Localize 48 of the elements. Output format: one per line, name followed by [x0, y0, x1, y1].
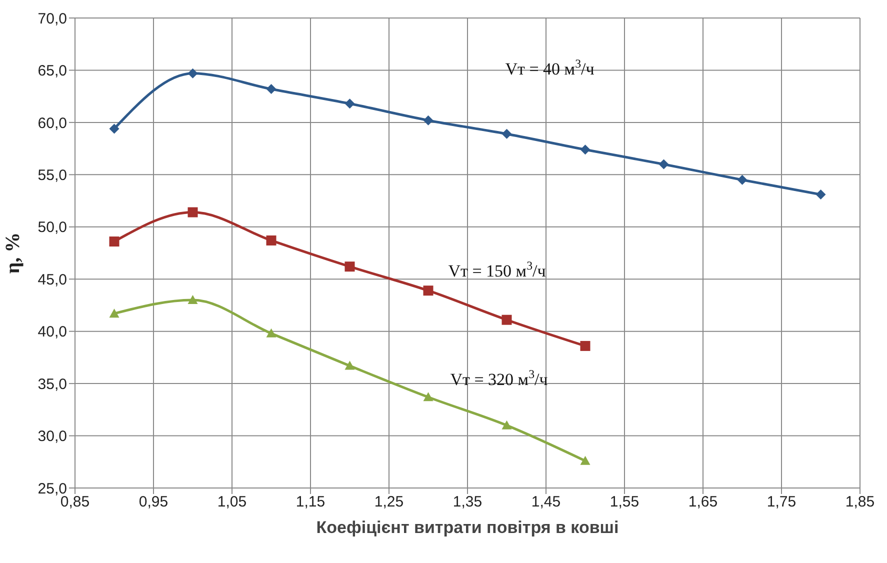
point [109, 236, 120, 247]
x-tick-label: 0,95 [138, 494, 168, 511]
point [266, 328, 276, 338]
y-tick-label: 45,0 [38, 271, 67, 288]
point [266, 84, 276, 94]
y-axis-title: η, % [2, 232, 24, 274]
point [188, 68, 198, 78]
point [344, 360, 355, 370]
x-tick-label: 1,65 [688, 494, 718, 511]
x-tick-label: 1,25 [374, 494, 404, 511]
x-tick-label: 1,45 [531, 494, 561, 511]
y-tick-label: 55,0 [38, 166, 67, 184]
y-tick-label: 40,0 [38, 324, 67, 341]
point [266, 235, 276, 246]
point [580, 456, 590, 465]
point [344, 262, 355, 272]
x-tick-label: 1,05 [217, 494, 247, 511]
series-label: Vт = 320 м$^{3}$/ч [450, 367, 548, 390]
point [502, 128, 512, 139]
x-tick-label: 1,35 [452, 494, 482, 511]
point [502, 314, 512, 325]
point [423, 392, 434, 402]
point [502, 420, 512, 430]
point [580, 340, 590, 351]
x-tick-label: 1,75 [766, 494, 796, 511]
point [188, 295, 198, 304]
series-label: Vт = 150 м$^{3}$/ч [448, 258, 546, 281]
x-tick-label: 1,55 [610, 494, 640, 511]
x-axis-title: Коефіцієнт витрати повітря в ковші [316, 518, 619, 537]
point [344, 98, 355, 109]
point [816, 190, 826, 200]
point [109, 124, 120, 134]
y-tick-label: 35,0 [38, 376, 67, 393]
y-tick-label: 70,0 [38, 10, 67, 28]
text: Vт = 40 м$^{3}$/ч [505, 56, 595, 79]
y-tick-label: 30,0 [38, 428, 67, 446]
point [423, 115, 434, 126]
point [580, 144, 590, 155]
y-tick-label: 60,0 [38, 114, 67, 132]
point [423, 286, 434, 296]
x-tick-label: 1,15 [296, 494, 326, 511]
y-tick-label: 50,0 [38, 219, 67, 236]
point [737, 174, 748, 185]
point [109, 308, 120, 318]
point [188, 207, 198, 218]
y-tick-label: 65,0 [38, 62, 67, 80]
point [658, 159, 669, 170]
x-tick-label: 1,85 [845, 494, 875, 511]
